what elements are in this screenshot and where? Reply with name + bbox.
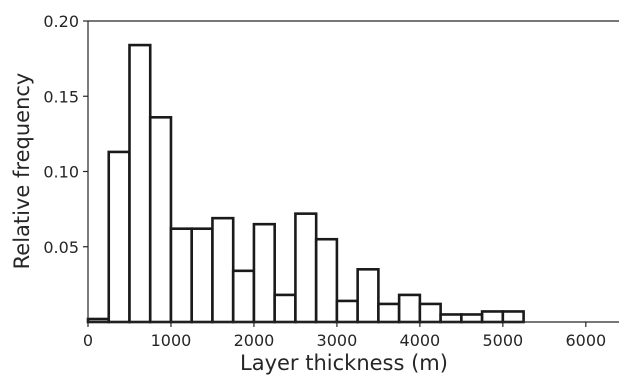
y-tick-label-1: 0.10 xyxy=(43,163,79,182)
histogram-bar-4 xyxy=(169,227,194,324)
y-tick-label-0: 0.05 xyxy=(43,238,79,257)
histogram-bar-10 xyxy=(294,212,318,324)
x-tick-label-4: 4000 xyxy=(400,331,441,350)
histogram-bar-1 xyxy=(107,150,131,324)
y-axis-title: Relative frequency xyxy=(10,73,34,270)
histogram-bar-2 xyxy=(128,43,152,324)
x-tick-label-2: 2000 xyxy=(234,331,275,350)
x-axis-title: Layer thickness (m) xyxy=(240,351,448,375)
histogram-bar-5 xyxy=(190,227,214,324)
histogram-bar-13 xyxy=(356,268,380,324)
histogram-bar-15 xyxy=(397,293,422,324)
histogram-bar-14 xyxy=(377,302,401,324)
histogram-bar-3 xyxy=(148,116,173,324)
x-tick-label-5: 5000 xyxy=(482,331,523,350)
histogram-bar-6 xyxy=(211,216,235,324)
x-ticks-group: 0 1000 2000 3000 4000 5000 6000 xyxy=(83,322,606,350)
histogram-bar-8 xyxy=(252,222,276,324)
x-tick-label-3: 3000 xyxy=(317,331,358,350)
bars-group xyxy=(86,43,525,324)
histogram-bar-20 xyxy=(501,310,525,324)
histogram-bar-9 xyxy=(273,293,297,324)
histogram-bar-16 xyxy=(418,302,442,324)
x-tick-label-1: 1000 xyxy=(151,331,192,350)
y-tick-label-3: 0.20 xyxy=(43,12,79,31)
y-tick-label-2: 0.15 xyxy=(43,87,79,106)
histogram-bar-18 xyxy=(460,313,484,324)
x-tick-label-0: 0 xyxy=(83,331,93,350)
x-tick-label-6: 6000 xyxy=(565,331,606,350)
histogram-bar-12 xyxy=(335,299,359,324)
histogram-bar-19 xyxy=(480,310,505,324)
histogram-bar-7 xyxy=(231,269,256,324)
histogram-bar-17 xyxy=(439,313,463,324)
y-ticks-group: 0.05 0.10 0.15 0.20 xyxy=(43,12,88,257)
histogram-bar-11 xyxy=(314,237,339,324)
